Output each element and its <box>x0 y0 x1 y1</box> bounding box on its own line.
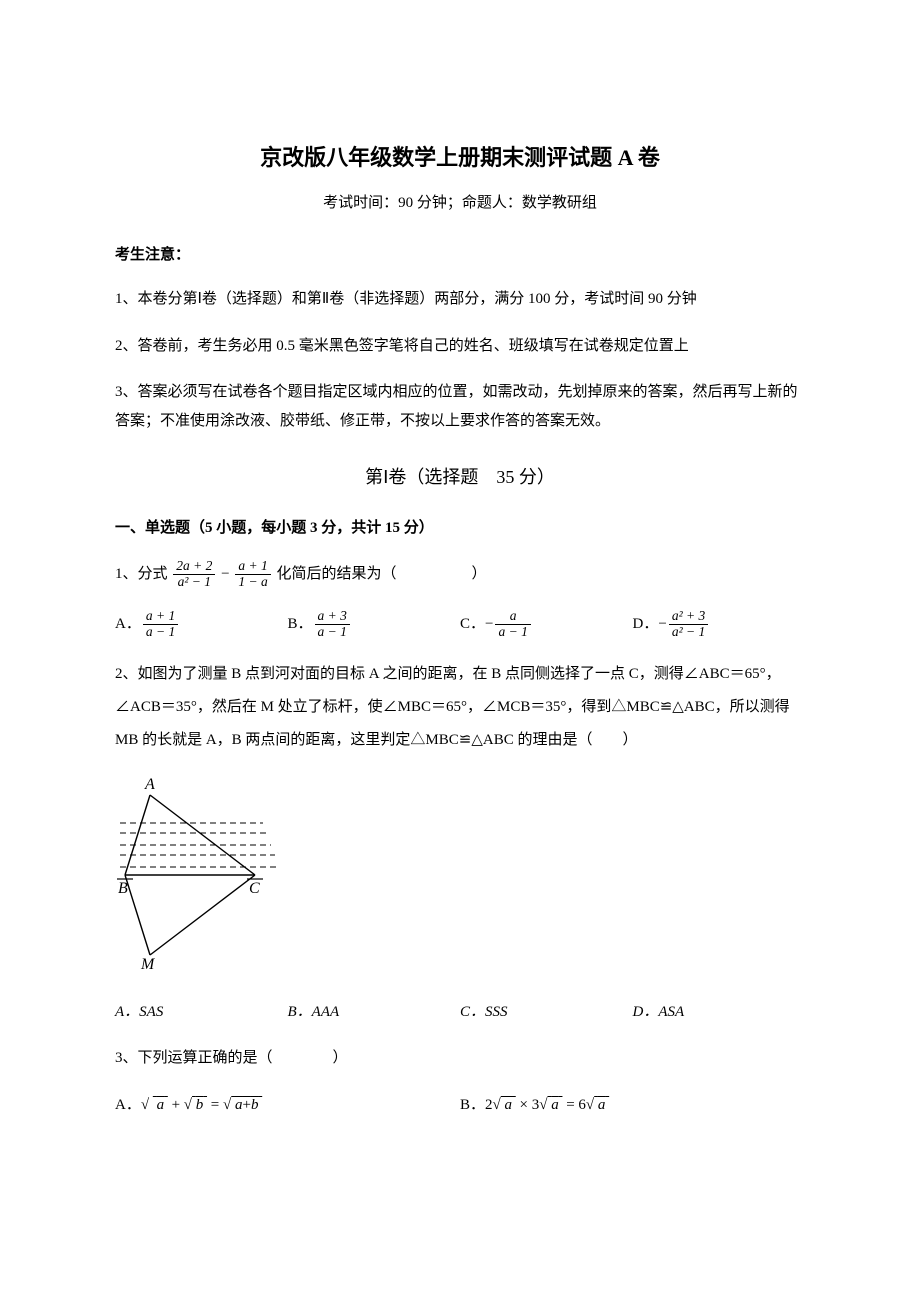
section-1-header: 第Ⅰ卷（选择题 35 分） <box>115 463 805 492</box>
q1-opt-d-frac: a² + 3 a² − 1 <box>669 609 708 640</box>
q2-option-c: C．SSS <box>460 1000 633 1024</box>
q1-opt-d-neg: − <box>658 612 666 636</box>
q3-opt-b-expr: 2√ a × 3√ a = 6√ a <box>485 1093 609 1117</box>
document-title: 京改版八年级数学上册期末测评试题 A 卷 <box>115 140 805 175</box>
question-group-title: 一、单选题（5 小题，每小题 3 分，共计 15 分） <box>115 516 805 540</box>
diagram-label-c: C <box>249 880 260 897</box>
instruction-2: 2、答卷前，考生务必用 0.5 毫米黑色签字笔将自己的姓名、班级填写在试卷规定位… <box>115 332 805 361</box>
q2-option-a: A．SAS <box>115 1000 288 1024</box>
q1-opt-b-den: a − 1 <box>315 625 350 640</box>
q1-prefix: 1、分式 <box>115 566 168 582</box>
q1-options: A． a + 1 a − 1 B． a + 3 a − 1 C． − a a −… <box>115 609 805 640</box>
q1-frac2-num: a + 1 <box>235 559 270 575</box>
instruction-1: 1、本卷分第Ⅰ卷（选择题）和第Ⅱ卷（非选择题）两部分，满分 100 分，考试时间… <box>115 285 805 314</box>
diagram-label-m: M <box>140 956 156 970</box>
q1-opt-c-frac: a a − 1 <box>495 609 530 640</box>
q1-opt-b-num: a + 3 <box>315 609 350 625</box>
q1-opt-b-label: B． <box>288 612 313 636</box>
q1-fraction-1: 2a + 2 a² − 1 <box>173 559 215 590</box>
q1-frac1-den: a² − 1 <box>173 575 215 590</box>
q3-opt-a-expr: √ a + √ b = √ a+b <box>141 1093 262 1117</box>
question-3: 3、下列运算正确的是（ ） <box>115 1042 805 1075</box>
q1-frac1-num: 2a + 2 <box>173 559 215 575</box>
q1-opt-d-den: a² − 1 <box>669 625 708 640</box>
q1-opt-a-label: A． <box>115 612 141 636</box>
q1-opt-c-neg: − <box>485 612 493 636</box>
q1-option-a: A． a + 1 a − 1 <box>115 609 288 640</box>
q1-opt-d-label: D． <box>633 612 659 636</box>
q1-opt-a-den: a − 1 <box>143 625 178 640</box>
q2-options: A．SAS B．AAA C．SSS D．ASA <box>115 1000 805 1024</box>
diagram-label-a: A <box>144 776 155 793</box>
q1-opt-b-frac: a + 3 a − 1 <box>315 609 350 640</box>
q2-option-b: B．AAA <box>288 1000 461 1024</box>
q1-opt-a-frac: a + 1 a − 1 <box>143 609 178 640</box>
q1-fraction-2: a + 1 1 − a <box>235 559 270 590</box>
q1-option-d: D． − a² + 3 a² − 1 <box>633 609 806 640</box>
q3-option-b: B． 2√ a × 3√ a = 6√ a <box>460 1093 805 1117</box>
q1-opt-c-num: a <box>495 609 530 625</box>
notice-header: 考生注意： <box>115 243 805 267</box>
q1-opt-a-num: a + 1 <box>143 609 178 625</box>
q2-text: 2、如图为了测量 B 点到河对面的目标 A 之间的距离，在 B 点同侧选择了一点… <box>115 666 790 748</box>
q1-opt-c-label: C． <box>460 612 485 636</box>
q2-option-d: D．ASA <box>633 1000 806 1024</box>
q3-option-a: A． √ a + √ b = √ a+b <box>115 1093 460 1117</box>
q1-option-b: B． a + 3 a − 1 <box>288 609 461 640</box>
question-1: 1、分式 2a + 2 a² − 1 − a + 1 1 − a 化简后的结果为… <box>115 558 805 591</box>
q3-opt-a-label: A． <box>115 1093 141 1117</box>
question-2: 2、如图为了测量 B 点到河对面的目标 A 之间的距离，在 B 点同侧选择了一点… <box>115 658 805 757</box>
q1-opt-c-den: a − 1 <box>495 625 530 640</box>
q2-diagram: A B C M <box>115 775 805 978</box>
q1-option-c: C． − a a − 1 <box>460 609 633 640</box>
triangle-diagram-svg: A B C M <box>115 775 285 970</box>
q1-minus: − <box>221 566 229 582</box>
q1-frac2-den: 1 − a <box>235 575 270 590</box>
instruction-3: 3、答案必须写在试卷各个题目指定区域内相应的位置，如需改动，先划掉原来的答案，然… <box>115 378 805 435</box>
q1-opt-d-num: a² + 3 <box>669 609 708 625</box>
q3-options: A． √ a + √ b = √ a+b B． 2√ a × 3√ a = 6√… <box>115 1093 805 1117</box>
diagram-label-b: B <box>118 880 128 897</box>
q1-suffix: 化简后的结果为（ ） <box>276 566 486 582</box>
document-subtitle: 考试时间：90 分钟；命题人：数学教研组 <box>115 191 805 215</box>
q3-opt-b-label: B． <box>460 1093 485 1117</box>
